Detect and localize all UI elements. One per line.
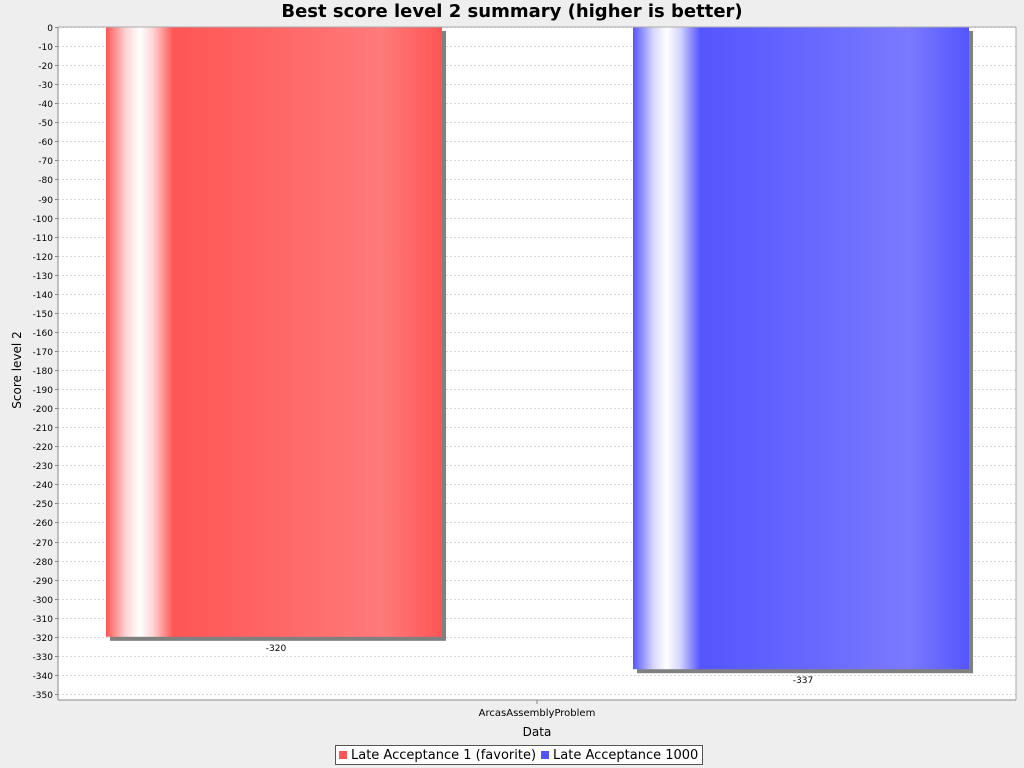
chart-title: Best score level 2 summary (higher is be… [281, 1, 743, 22]
y-tick-label: -350 [33, 691, 54, 701]
legend-label-series-2: Late Acceptance 1000 [553, 747, 699, 763]
y-tick-label: -170 [33, 348, 54, 358]
y-tick-label: -20 [38, 62, 53, 72]
y-tick-label: -250 [33, 500, 54, 510]
y-tick-label: -30 [38, 81, 53, 91]
y-tick-label: -60 [38, 138, 53, 148]
y-tick-label: -40 [38, 100, 53, 110]
y-tick-label: -180 [33, 367, 54, 377]
legend-swatch-blue [541, 751, 550, 759]
y-tick-label: -90 [38, 196, 53, 206]
y-tick-label: -200 [33, 405, 54, 415]
y-tick-label: -320 [33, 634, 54, 644]
y-tick-labels: 0 -10 -20 -30 -40 -50 -60 -70 -80 -90 -100 -110 -120… [33, 24, 58, 701]
y-tick-label: -120 [33, 253, 54, 263]
y-tick-label: -190 [33, 386, 54, 396]
x-axis-label: Data [523, 725, 552, 739]
y-tick-label: 0 [47, 24, 53, 34]
y-tick-label: -340 [33, 672, 54, 682]
y-tick-label: -230 [33, 462, 54, 472]
y-tick-label: -280 [33, 558, 54, 568]
y-tick-label: -220 [33, 443, 54, 453]
y-tick-label: -210 [33, 424, 54, 434]
y-tick-label: -10 [38, 43, 53, 53]
y-tick-label: -260 [33, 519, 54, 529]
y-tick-label: -150 [33, 310, 54, 320]
bar-2 [633, 27, 969, 670]
bar-data-label-1: -320 [266, 644, 287, 654]
y-axis-label: Score level 2 [10, 331, 24, 408]
legend-item-series-2: Late Acceptance 1000 [541, 748, 698, 763]
y-tick-label: -70 [38, 157, 53, 167]
legend-item-series-1: Late Acceptance 1 (favorite) [339, 748, 536, 763]
y-tick-label: -290 [33, 577, 54, 587]
y-tick-label: -240 [33, 481, 54, 491]
y-tick-label: -130 [33, 272, 54, 282]
y-tick-label: -100 [33, 215, 54, 225]
bar-data-label-2: -337 [793, 676, 813, 686]
y-tick-label: -160 [33, 329, 54, 339]
y-tick-label: -330 [33, 653, 54, 663]
legend: Late Acceptance 1 (favorite) Late Accept… [335, 745, 704, 765]
y-tick-label: -300 [33, 596, 54, 606]
y-tick-label: -310 [33, 615, 54, 625]
y-tick-label: -110 [33, 234, 54, 244]
y-tick-label: -80 [38, 176, 53, 186]
x-category-label: ArcasAssemblyProblem [479, 708, 596, 719]
legend-label-series-1: Late Acceptance 1 (favorite) [351, 747, 537, 763]
y-tick-label: -140 [33, 291, 54, 301]
legend-swatch-red [339, 751, 347, 759]
bar-1 [106, 27, 442, 637]
y-tick-label: -50 [38, 119, 53, 129]
bars: -320 -337 [106, 27, 973, 686]
y-tick-label: -270 [33, 539, 54, 549]
